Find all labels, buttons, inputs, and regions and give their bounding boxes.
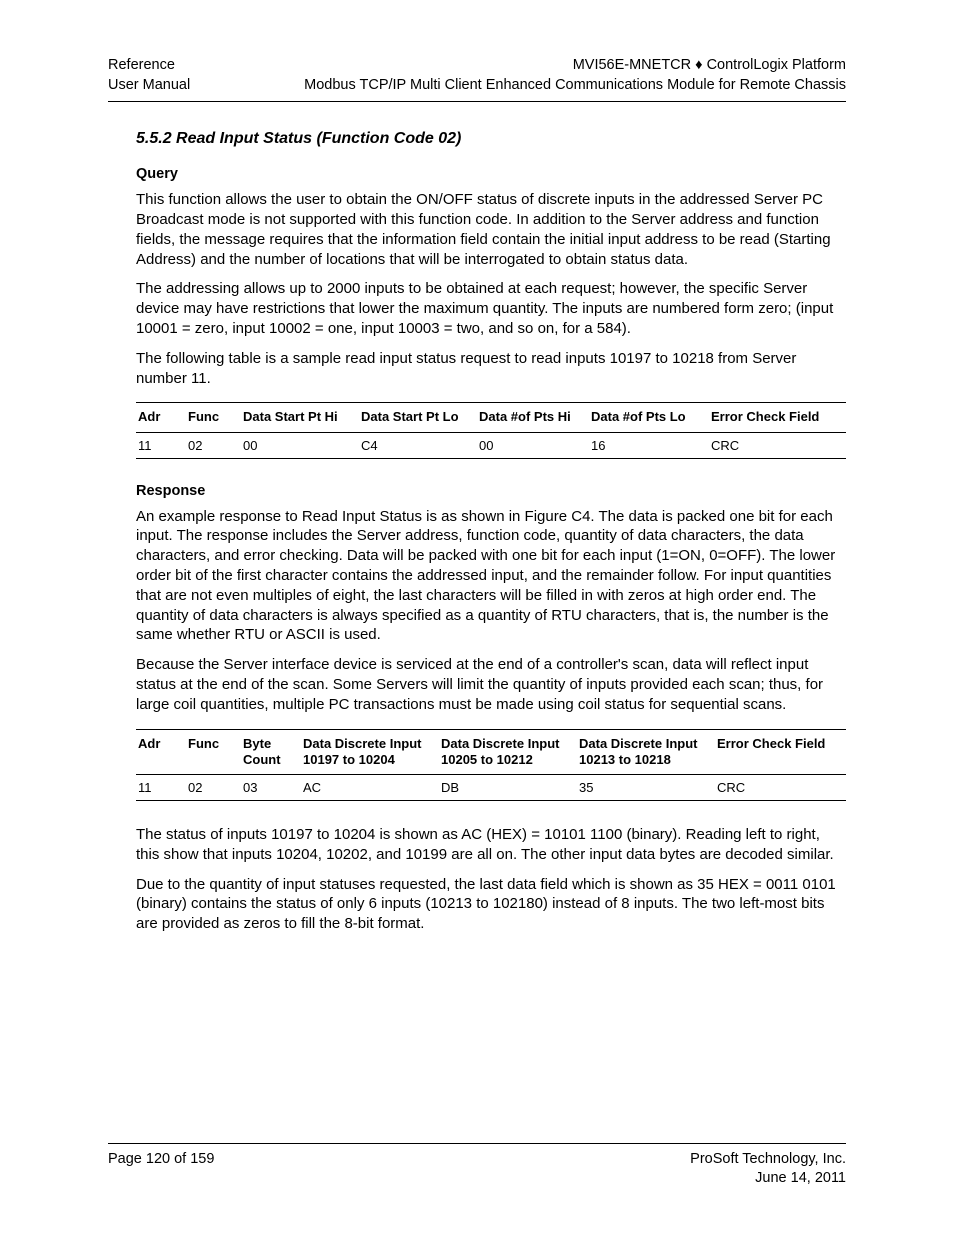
- response-heading: Response: [136, 483, 846, 499]
- footer-right: ProSoft Technology, Inc. June 14, 2011: [690, 1150, 846, 1189]
- paragraph-2: The addressing allows up to 2000 inputs …: [136, 279, 846, 338]
- table-header-cell: Adr: [136, 729, 186, 775]
- paragraph-5: Because the Server interface device is s…: [136, 655, 846, 714]
- table-cell: 16: [589, 432, 709, 458]
- response-table: AdrFuncByte CountData Discrete Input 101…: [136, 729, 846, 802]
- paragraph-6: The status of inputs 10197 to 10204 is s…: [136, 825, 846, 865]
- table-cell: 35: [577, 775, 715, 801]
- table-cell: CRC: [709, 432, 846, 458]
- table-header-cell: Data Discrete Input 10205 to 10212: [439, 729, 577, 775]
- header-right: MVI56E-MNETCR ♦ ControlLogix Platform Mo…: [304, 56, 846, 95]
- page-header: Reference User Manual MVI56E-MNETCR ♦ Co…: [108, 56, 846, 102]
- table-header-cell: Adr: [136, 403, 186, 432]
- table-cell: 11: [136, 432, 186, 458]
- page-footer: Page 120 of 159 ProSoft Technology, Inc.…: [108, 1143, 846, 1189]
- table-cell: 11: [136, 775, 186, 801]
- table-cell: 00: [477, 432, 589, 458]
- footer-left: Page 120 of 159: [108, 1150, 214, 1189]
- table-cell: 00: [241, 432, 359, 458]
- table-cell: C4: [359, 432, 477, 458]
- paragraph-3: The following table is a sample read inp…: [136, 349, 846, 389]
- query-table: AdrFuncData Start Pt HiData Start Pt LoD…: [136, 402, 846, 458]
- table-header-cell: Data #of Pts Lo: [589, 403, 709, 432]
- table-cell: DB: [439, 775, 577, 801]
- table-cell: 02: [186, 432, 241, 458]
- table-row: 110200C40016CRC: [136, 432, 846, 458]
- table-header-cell: Error Check Field: [715, 729, 846, 775]
- table-cell: CRC: [715, 775, 846, 801]
- paragraph-1: This function allows the user to obtain …: [136, 190, 846, 269]
- table-row: 110203ACDB35CRC: [136, 775, 846, 801]
- header-left-line1: Reference: [108, 56, 190, 76]
- paragraph-7: Due to the quantity of input statuses re…: [136, 875, 846, 934]
- table-header-cell: Data Discrete Input 10213 to 10218: [577, 729, 715, 775]
- table-cell: 03: [241, 775, 301, 801]
- table-cell: AC: [301, 775, 439, 801]
- section-title: 5.5.2 Read Input Status (Function Code 0…: [136, 130, 846, 148]
- table-header-cell: Byte Count: [241, 729, 301, 775]
- table-header-cell: Func: [186, 403, 241, 432]
- table-header-cell: Data Start Pt Hi: [241, 403, 359, 432]
- header-left: Reference User Manual: [108, 56, 190, 95]
- table-header-cell: Data Discrete Input 10197 to 10204: [301, 729, 439, 775]
- header-right-line2: Modbus TCP/IP Multi Client Enhanced Comm…: [304, 76, 846, 96]
- header-left-line2: User Manual: [108, 76, 190, 96]
- table-header-cell: Data #of Pts Hi: [477, 403, 589, 432]
- paragraph-4: An example response to Read Input Status…: [136, 507, 846, 646]
- footer-right-line1: ProSoft Technology, Inc.: [690, 1150, 846, 1170]
- table-header-cell: Error Check Field: [709, 403, 846, 432]
- header-right-line1: MVI56E-MNETCR ♦ ControlLogix Platform: [304, 56, 846, 76]
- query-heading: Query: [136, 166, 846, 182]
- table-header-cell: Func: [186, 729, 241, 775]
- table-cell: 02: [186, 775, 241, 801]
- footer-right-line2: June 14, 2011: [690, 1169, 846, 1189]
- table-header-cell: Data Start Pt Lo: [359, 403, 477, 432]
